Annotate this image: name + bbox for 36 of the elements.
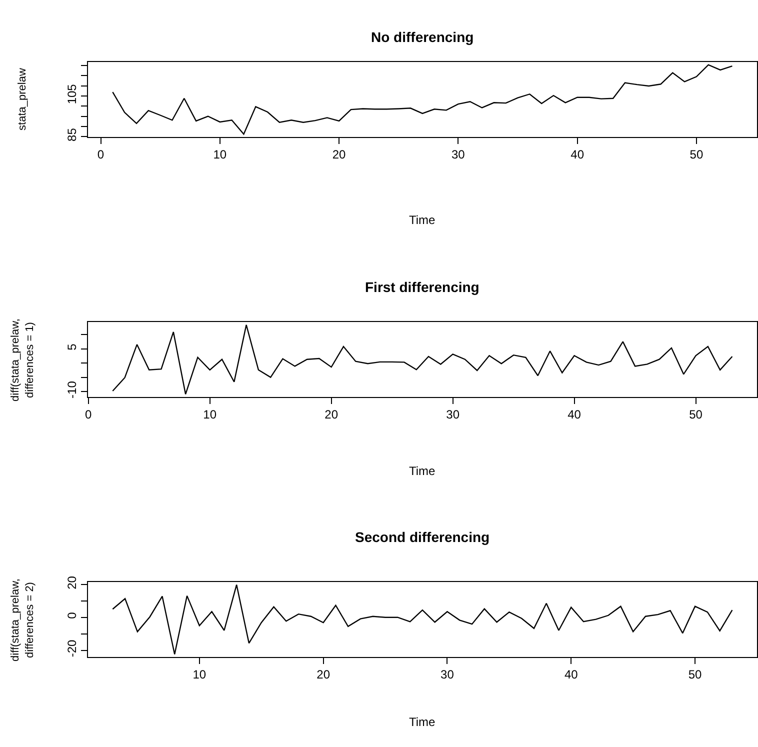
x-tick-label: 30	[452, 147, 466, 162]
y-tick-label: 0	[65, 612, 80, 619]
x-tick-label: 50	[690, 147, 704, 162]
x-tick-label: 10	[192, 667, 206, 682]
chart-title: No differencing	[371, 29, 474, 45]
x-tick-label: 50	[688, 667, 702, 682]
x-axis-title: Time	[409, 464, 436, 478]
x-tick-label: 10	[213, 147, 227, 162]
x-axis-title: Time	[409, 213, 436, 227]
x-tick-label: 20	[316, 667, 330, 682]
chart-title: First differencing	[365, 279, 480, 295]
line-series	[112, 64, 733, 135]
x-tick-label: 40	[568, 407, 582, 422]
x-tick-label: 40	[564, 667, 578, 682]
chart-title: Second differencing	[355, 529, 490, 545]
x-tick-label: 0	[85, 407, 92, 422]
y-tick-label: -10	[65, 380, 80, 398]
x-tick-label: 30	[440, 667, 454, 682]
x-tick-label: 20	[324, 407, 338, 422]
y-axis-title: diff(stata_prelaw, differences = 1)	[9, 318, 36, 402]
x-tick-label: 20	[332, 147, 346, 162]
y-axis-title: diff(stata_prelaw, differences = 2)	[9, 578, 36, 662]
y-axis-title: stata_prelaw	[16, 68, 28, 130]
y-tick-label: 105	[65, 84, 80, 104]
x-tick-label: 50	[689, 407, 703, 422]
y-tick-label: -20	[65, 639, 80, 658]
line-series	[112, 584, 733, 655]
x-tick-label: 10	[203, 407, 217, 422]
x-axis-title: Time	[409, 715, 436, 729]
y-tick-label: 85	[65, 128, 80, 142]
x-tick-label: 30	[446, 407, 460, 422]
x-tick-label: 0	[97, 147, 104, 162]
line-series	[112, 324, 733, 395]
y-tick-label: 20	[65, 576, 80, 590]
y-tick-label: 5	[65, 343, 80, 350]
x-tick-label: 40	[570, 147, 584, 162]
